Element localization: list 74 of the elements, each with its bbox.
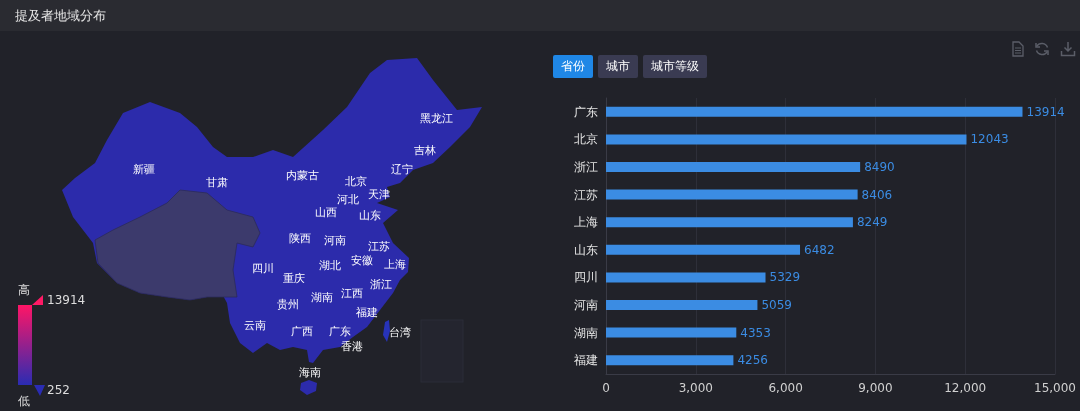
category-label: 湖北 bbox=[319, 258, 341, 272]
y-tick-label: 广东 bbox=[574, 104, 598, 119]
bar bbox=[606, 189, 858, 200]
category-label: 山东 bbox=[359, 208, 381, 222]
y-tick-label: 山东 bbox=[574, 242, 598, 257]
category-label: 台湾 bbox=[389, 325, 411, 339]
text: 13914 bbox=[47, 293, 86, 307]
category-label: 重庆 bbox=[283, 271, 305, 285]
bar bbox=[606, 300, 758, 310]
category-label: 河南 bbox=[324, 233, 346, 247]
category-label: 陕西 bbox=[289, 231, 311, 245]
category-label: 广东 bbox=[329, 324, 351, 338]
x-tick-label: 15,000 bbox=[1034, 381, 1076, 395]
y-tick-label: 福建 bbox=[574, 353, 598, 368]
text: 城市等级 bbox=[643, 55, 707, 78]
category-label: 吉林 bbox=[414, 143, 436, 157]
y-tick-label: 上海 bbox=[574, 215, 598, 230]
text: 城市 bbox=[598, 55, 638, 78]
y-tick-label: 北京 bbox=[574, 132, 598, 147]
category-label: 湖南 bbox=[311, 290, 333, 304]
bar bbox=[606, 355, 734, 366]
data-label: 13914 bbox=[1026, 104, 1065, 119]
x-tick-label: 6,000 bbox=[768, 381, 803, 395]
category-label: 黑龙江 bbox=[419, 111, 453, 125]
category-label: 海南 bbox=[299, 365, 321, 379]
data-label: 8249 bbox=[856, 215, 888, 230]
text: 提及者地域分布 bbox=[15, 7, 106, 24]
category-label: 江西 bbox=[341, 286, 363, 300]
category-label: 浙江 bbox=[370, 277, 392, 291]
text: 省份 bbox=[553, 55, 593, 78]
data-label: 8406 bbox=[861, 187, 893, 202]
text: 低 bbox=[18, 394, 30, 408]
category-label: 北京 bbox=[345, 174, 367, 188]
bar bbox=[606, 217, 853, 228]
category-label: 内蒙古 bbox=[285, 168, 319, 182]
bar bbox=[606, 162, 861, 172]
category-label: 上海 bbox=[384, 257, 406, 271]
category-label: 四川 bbox=[252, 261, 274, 275]
bar bbox=[606, 272, 766, 283]
category-label: 香港 bbox=[341, 339, 363, 353]
category-label: 江苏 bbox=[368, 239, 390, 253]
x-tick-label: 3,000 bbox=[678, 381, 713, 395]
data-label: 5059 bbox=[761, 298, 792, 312]
category-label: 辽宁 bbox=[391, 162, 413, 176]
data-label: 5329 bbox=[769, 270, 801, 285]
text: 252 bbox=[47, 383, 70, 397]
category-label: 广西 bbox=[291, 324, 313, 338]
x-tick-label: 0 bbox=[602, 381, 610, 395]
y-tick-label: 河南 bbox=[574, 298, 598, 312]
y-tick-label: 湖南 bbox=[574, 325, 598, 340]
category-label: 新疆 bbox=[133, 162, 155, 176]
data-label: 6482 bbox=[804, 242, 835, 257]
category-label: 山西 bbox=[315, 205, 337, 219]
bar bbox=[606, 134, 967, 145]
data-label: 4353 bbox=[740, 325, 771, 340]
x-tick-label: 12,000 bbox=[944, 381, 987, 395]
bar bbox=[606, 244, 801, 255]
x-tick-label: 9,000 bbox=[858, 381, 893, 395]
data-label: 8490 bbox=[864, 160, 895, 174]
category-label: 云南 bbox=[244, 318, 266, 332]
text: 高 bbox=[18, 283, 30, 297]
category-label: 甘肃 bbox=[206, 175, 228, 189]
bar bbox=[606, 327, 737, 338]
category-label: 天津 bbox=[368, 187, 390, 201]
y-tick-label: 四川 bbox=[574, 270, 598, 285]
category-label: 河北 bbox=[337, 192, 359, 206]
category-label: 安徽 bbox=[351, 253, 373, 267]
category-label: 贵州 bbox=[277, 297, 299, 311]
y-tick-label: 江苏 bbox=[574, 187, 598, 202]
data-label: 12043 bbox=[970, 132, 1009, 147]
y-tick-label: 浙江 bbox=[574, 160, 598, 174]
category-label: 福建 bbox=[356, 305, 378, 319]
bar bbox=[606, 106, 1023, 117]
data-label: 4256 bbox=[737, 353, 768, 368]
